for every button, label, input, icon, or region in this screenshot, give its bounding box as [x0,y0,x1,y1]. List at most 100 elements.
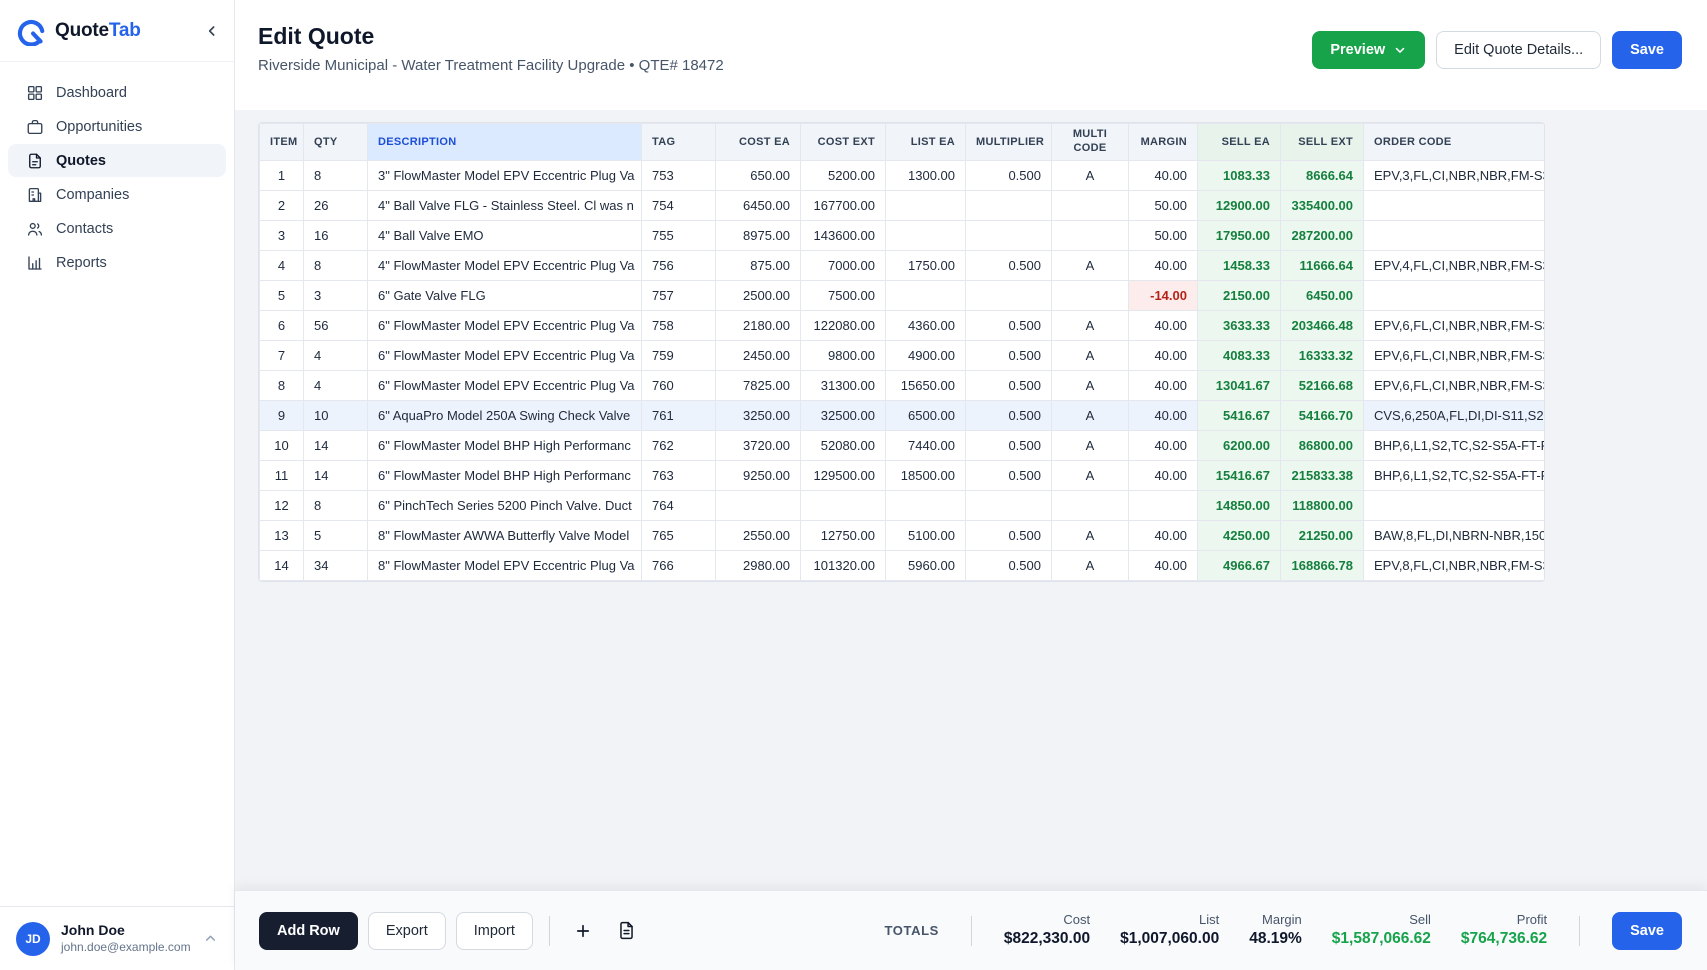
cell-cost-ea[interactable] [715,490,801,521]
cell-list-ea[interactable]: 4900.00 [885,340,966,371]
cell-cost-ea[interactable]: 2180.00 [715,310,801,341]
column-header-multiplier[interactable]: MULTIPLIER [965,123,1052,161]
cell-cost-ext[interactable]: 32500.00 [800,400,886,431]
cell-item[interactable]: 13 [259,520,304,551]
cell-tag[interactable]: 759 [641,340,716,371]
cell-order-code[interactable] [1363,220,1544,251]
cell-margin[interactable]: 40.00 [1128,430,1198,461]
cell-order-code[interactable]: BHP,6,L1,S2,TC,S2-S5A-FT-F [1363,460,1544,491]
cell-cost-ea[interactable]: 2980.00 [715,550,801,581]
column-header-margin[interactable]: MARGIN [1128,123,1198,161]
cell-description[interactable]: 6" AquaPro Model 250A Swing Check Valve [367,400,642,431]
cell-order-code[interactable]: EPV,8,FL,CI,NBR,NBR,FM-S3 [1363,550,1544,581]
cell-multi-code[interactable]: A [1051,430,1129,461]
cell-margin[interactable]: 40.00 [1128,310,1198,341]
cell-multiplier[interactable]: 0.500 [965,370,1052,401]
cell-description[interactable]: 6" Gate Valve FLG [367,280,642,311]
cell-sell-ext[interactable]: 215833.38 [1280,460,1364,491]
column-header-qty[interactable]: QTY [303,123,368,161]
cell-description[interactable]: 6" FlowMaster Model BHP High Performanc [367,460,642,491]
cell-margin[interactable]: 40.00 [1128,520,1198,551]
cell-order-code[interactable] [1363,190,1544,221]
cell-tag[interactable]: 757 [641,280,716,311]
cell-qty[interactable]: 10 [303,400,368,431]
cell-sell-ea[interactable]: 14850.00 [1197,490,1281,521]
cell-cost-ea[interactable]: 9250.00 [715,460,801,491]
cell-description[interactable]: 6" FlowMaster Model EPV Eccentric Plug V… [367,340,642,371]
cell-description[interactable]: 6" FlowMaster Model BHP High Performanc [367,430,642,461]
cell-margin[interactable]: 40.00 [1128,400,1198,431]
cell-list-ea[interactable]: 18500.00 [885,460,966,491]
cell-sell-ext[interactable]: 287200.00 [1280,220,1364,251]
save-button-bottom[interactable]: Save [1612,911,1682,950]
cell-sell-ext[interactable]: 54166.70 [1280,400,1364,431]
cell-sell-ea[interactable]: 4083.33 [1197,340,1281,371]
cell-qty[interactable]: 8 [303,160,368,191]
cell-margin[interactable]: 40.00 [1128,550,1198,581]
cell-margin[interactable]: 40.00 [1128,160,1198,191]
column-header-description[interactable]: DESCRIPTION [367,123,642,161]
cell-margin[interactable] [1128,490,1198,521]
cell-sell-ext[interactable]: 52166.68 [1280,370,1364,401]
cell-description[interactable]: 6" PinchTech Series 5200 Pinch Valve. Du… [367,490,642,521]
cell-order-code[interactable]: EPV,3,FL,CI,NBR,NBR,FM-S3 [1363,160,1544,191]
cell-item[interactable]: 4 [259,250,304,281]
cell-qty[interactable]: 16 [303,220,368,251]
cell-item[interactable]: 8 [259,370,304,401]
cell-description[interactable]: 3" FlowMaster Model EPV Eccentric Plug V… [367,160,642,191]
cell-sell-ea[interactable]: 15416.67 [1197,460,1281,491]
cell-multi-code[interactable] [1051,280,1129,311]
cell-list-ea[interactable]: 7440.00 [885,430,966,461]
cell-sell-ext[interactable]: 335400.00 [1280,190,1364,221]
cell-list-ea[interactable]: 1750.00 [885,250,966,281]
cell-list-ea[interactable]: 5960.00 [885,550,966,581]
cell-item[interactable]: 12 [259,490,304,521]
cell-qty[interactable]: 14 [303,430,368,461]
cell-qty[interactable]: 14 [303,460,368,491]
cell-description[interactable]: 6" FlowMaster Model EPV Eccentric Plug V… [367,310,642,341]
cell-tag[interactable]: 765 [641,520,716,551]
cell-multi-code[interactable]: A [1051,460,1129,491]
cell-sell-ea[interactable]: 1083.33 [1197,160,1281,191]
cell-multiplier[interactable]: 0.500 [965,160,1052,191]
preview-button[interactable]: Preview [1312,31,1426,69]
cell-tag[interactable]: 754 [641,190,716,221]
cell-margin[interactable]: 50.00 [1128,190,1198,221]
cell-item[interactable]: 1 [259,160,304,191]
cell-sell-ext[interactable]: 11666.64 [1280,250,1364,281]
cell-list-ea[interactable]: 15650.00 [885,370,966,401]
cell-tag[interactable]: 763 [641,460,716,491]
cell-multiplier[interactable] [965,490,1052,521]
cell-sell-ea[interactable]: 6200.00 [1197,430,1281,461]
cell-multiplier[interactable]: 0.500 [965,250,1052,281]
cell-description[interactable]: 8" FlowMaster Model EPV Eccentric Plug V… [367,550,642,581]
cell-qty[interactable]: 4 [303,340,368,371]
cell-cost-ext[interactable]: 12750.00 [800,520,886,551]
cell-tag[interactable]: 766 [641,550,716,581]
cell-cost-ea[interactable]: 7825.00 [715,370,801,401]
column-header-multi-code[interactable]: MULTI CODE [1051,123,1129,161]
cell-tag[interactable]: 761 [641,400,716,431]
cell-sell-ext[interactable]: 16333.32 [1280,340,1364,371]
cell-cost-ea[interactable]: 3250.00 [715,400,801,431]
cell-cost-ea[interactable]: 2500.00 [715,280,801,311]
cell-list-ea[interactable]: 6500.00 [885,400,966,431]
cell-sell-ea[interactable]: 5416.67 [1197,400,1281,431]
cell-margin[interactable]: 50.00 [1128,220,1198,251]
cell-order-code[interactable] [1363,490,1544,521]
cell-multi-code[interactable]: A [1051,370,1129,401]
cell-cost-ea[interactable]: 2550.00 [715,520,801,551]
cell-cost-ext[interactable]: 31300.00 [800,370,886,401]
cell-multi-code[interactable]: A [1051,340,1129,371]
sidebar-collapse-button[interactable] [204,23,220,39]
cell-sell-ea[interactable]: 4250.00 [1197,520,1281,551]
cell-list-ea[interactable]: 4360.00 [885,310,966,341]
cell-qty[interactable]: 3 [303,280,368,311]
cell-sell-ext[interactable]: 168866.78 [1280,550,1364,581]
cell-cost-ea[interactable]: 6450.00 [715,190,801,221]
cell-sell-ext[interactable]: 6450.00 [1280,280,1364,311]
cell-list-ea[interactable]: 1300.00 [885,160,966,191]
cell-multi-code[interactable]: A [1051,520,1129,551]
cell-multi-code[interactable] [1051,190,1129,221]
column-header-item[interactable]: ITEM [259,123,304,161]
